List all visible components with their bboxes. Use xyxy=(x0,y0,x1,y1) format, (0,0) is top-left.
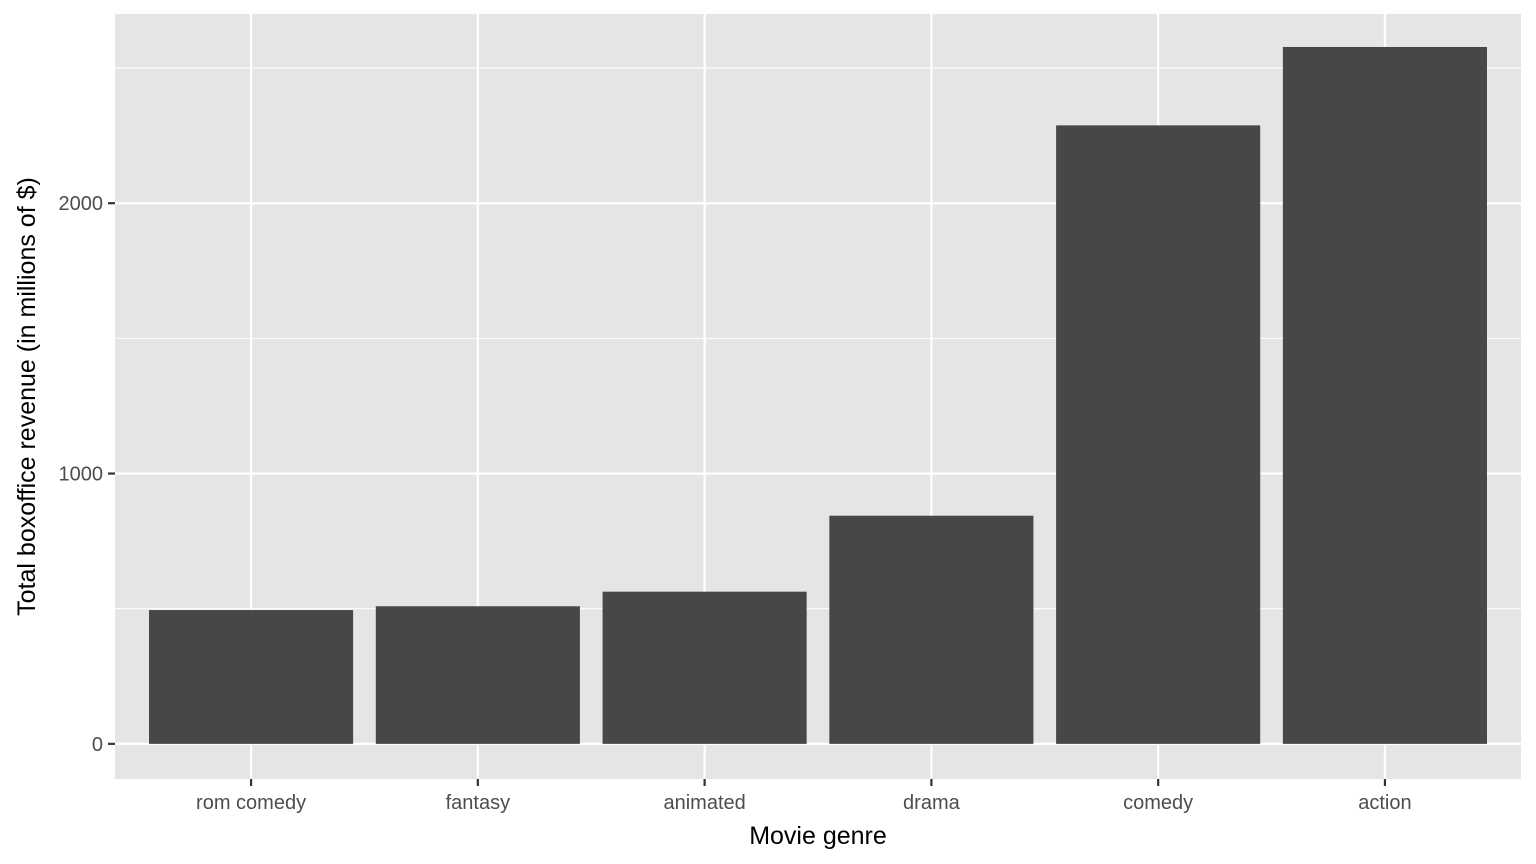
x-tick-label: drama xyxy=(903,792,961,814)
bar-comedy xyxy=(1056,125,1261,744)
bars xyxy=(149,46,1487,744)
x-tick-label: action xyxy=(1358,792,1411,814)
x-axis: rom comedy fantasy animated drama comedy acti… xyxy=(196,779,1412,814)
bar-action xyxy=(1282,46,1487,744)
y-axis: 0 1000 2000 xyxy=(59,193,115,756)
bar-rom-comedy xyxy=(149,610,354,744)
x-tick-label: rom comedy xyxy=(196,792,306,814)
y-axis-title: Total boxoffice revenue (in millions of … xyxy=(13,177,41,616)
bar-animated xyxy=(602,591,807,744)
bar-fantasy xyxy=(375,606,580,744)
y-tick-label: 1000 xyxy=(59,464,104,486)
x-tick-label: comedy xyxy=(1123,792,1193,814)
bar-drama xyxy=(829,515,1034,744)
x-tick-label: animated xyxy=(663,792,745,814)
y-tick-label: 2000 xyxy=(59,193,104,215)
x-axis-title: Movie genre xyxy=(749,822,887,850)
x-tick-label: fantasy xyxy=(446,792,510,814)
y-tick-label: 0 xyxy=(92,734,103,756)
